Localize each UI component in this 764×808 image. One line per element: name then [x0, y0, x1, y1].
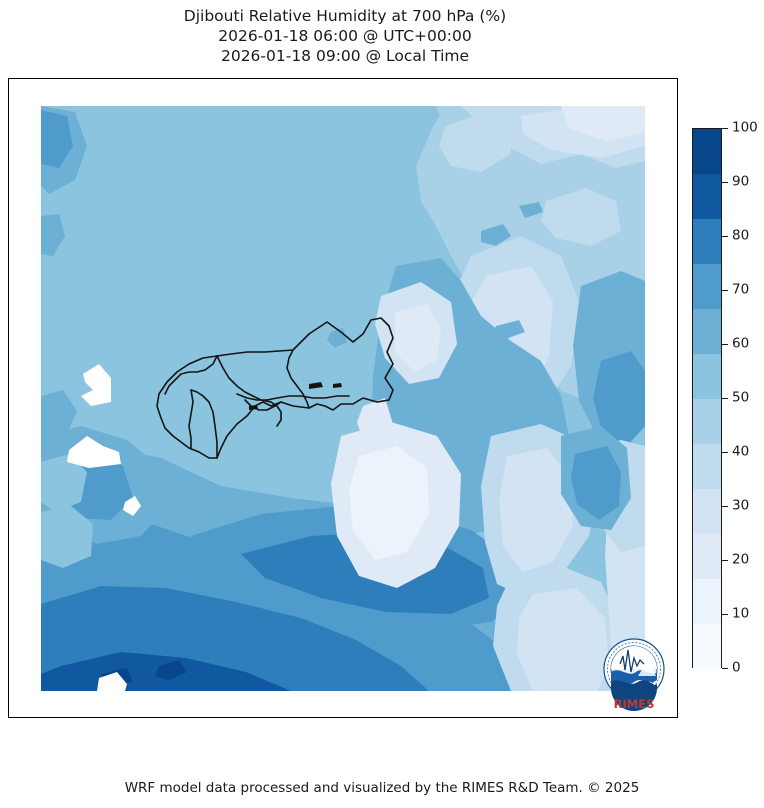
colorbar-tick-label-40: 40 — [732, 443, 750, 460]
contour-band-30-40-ne-patch — [541, 188, 621, 246]
contour-band-30-40-top-center — [439, 112, 511, 172]
djibouti-admin-regions — [190, 389, 218, 459]
colorbar-tick-0 — [722, 668, 728, 669]
contour-band-0-10-pale-core — [349, 446, 429, 560]
colorbar-tick-60 — [722, 344, 728, 345]
contour-speck-ne-2 — [519, 202, 543, 218]
colorbar-tick-label-50: 50 — [732, 389, 750, 406]
colorbar-band-11 — [693, 129, 721, 174]
lake-assal-mask — [67, 436, 121, 468]
colorbar-tick-label-70: 70 — [732, 281, 750, 298]
chart-title-line-1: Djibouti Relative Humidity at 700 hPa (%… — [183, 7, 507, 25]
colorbar-band-8 — [693, 264, 721, 309]
contour-band-60-70-west-edge2 — [41, 214, 65, 256]
colorbar-tick-20 — [722, 560, 728, 561]
relative-humidity-contour-map[interactable] — [41, 106, 645, 691]
contour-fill-layer — [41, 106, 645, 691]
footer-credit: WRF model data processed and visualized … — [124, 780, 640, 796]
colorbar-tick-label-100: 100 — [732, 119, 758, 136]
colorbar-band-5 — [693, 399, 721, 444]
colorbar-tick-label-80: 80 — [732, 227, 750, 244]
colorbar-tick-label-20: 20 — [732, 551, 750, 568]
colorbar-tick-90 — [722, 182, 728, 183]
colorbar-tick-40 — [722, 452, 728, 453]
djibouti-border-layer — [156, 317, 394, 459]
chart-title-block: Djibouti Relative Humidity at 700 hPa (%… — [0, 6, 690, 66]
chart-title-line-2: 2026-01-18 06:00 @ UTC+00:00 — [218, 27, 472, 45]
map-frame — [8, 78, 678, 718]
colorbar-band-7 — [693, 309, 721, 354]
contour-band-70-80-east-core — [593, 351, 645, 446]
colorbar-tick-10 — [722, 614, 728, 615]
colorbar-tick-label-0: 0 — [732, 659, 741, 676]
contour-band-20-30-se-lower-core — [517, 588, 609, 691]
colorbar-tick-30 — [722, 506, 728, 507]
colorbar-tick-80 — [722, 236, 728, 237]
small-lake-mask — [123, 496, 141, 516]
djibouti-admin-regions — [286, 349, 310, 409]
contour-speck-ne-1 — [481, 224, 511, 246]
lake-abbe-mask — [81, 364, 111, 406]
colorbar-tick-100 — [722, 128, 728, 129]
contour-band-10-20-streak — [357, 398, 393, 446]
djibouti-admin-regions — [188, 389, 194, 449]
colorbar-tick-label-90: 90 — [732, 173, 750, 190]
contour-band-50-60-sw-wedge — [41, 506, 93, 568]
islets-layer — [249, 382, 342, 410]
logo-wave-lower — [611, 680, 657, 711]
contour-band-50-60-left-patch — [41, 454, 87, 512]
colorbar-band-4 — [693, 444, 721, 489]
colorbar-band-0 — [693, 624, 721, 669]
contour-band-10-20-ne-patch — [561, 106, 645, 142]
south-lake-mask — [97, 672, 127, 691]
gulf-of-tadjoura-coastline — [244, 399, 282, 411]
contour-band-10-20-center — [395, 304, 441, 372]
colorbar-band-3 — [693, 489, 721, 534]
colorbar-band-10 — [693, 174, 721, 219]
chart-title-line-3: 2026-01-18 09:00 @ Local Time — [220, 47, 470, 65]
rimes-logo: RIMES — [598, 636, 670, 712]
logo-seismograph-icon — [619, 649, 645, 673]
colorbar-band-9 — [693, 219, 721, 264]
colorbar-band-1 — [693, 579, 721, 624]
colorbar-tick-label-60: 60 — [732, 335, 750, 352]
colorbar-tick-50 — [722, 398, 728, 399]
rimes-logo-mark: RIMES — [603, 638, 665, 711]
contour-speck-southcenter — [421, 580, 443, 598]
colorbar-gradient[interactable] — [692, 128, 722, 669]
gulf-of-tadjoura-coastline — [236, 393, 350, 401]
colorbar-band-6 — [693, 354, 721, 399]
contour-band-20-30-se-core — [499, 448, 573, 572]
contour-band-70-80-nw-corner — [41, 110, 73, 168]
colorbar-tick-70 — [722, 290, 728, 291]
logo-mountain — [638, 660, 656, 676]
colorbar[interactable]: 0 10 20 30 40 50 60 70 80 90 100 — [692, 121, 758, 674]
colorbar-tick-label-10: 10 — [732, 605, 750, 622]
contour-speck-south-1 — [155, 660, 187, 680]
djibouti-admin-regions — [164, 355, 218, 395]
djibouti-admin-regions — [270, 401, 282, 427]
djibouti-border — [156, 317, 394, 459]
colorbar-tick-label-30: 30 — [732, 497, 750, 514]
map-axes[interactable] — [41, 106, 645, 691]
colorbar-band-2 — [693, 534, 721, 579]
contour-band-70-80-right-mid-core — [571, 446, 621, 520]
logo-wordmark: RIMES — [614, 697, 655, 711]
